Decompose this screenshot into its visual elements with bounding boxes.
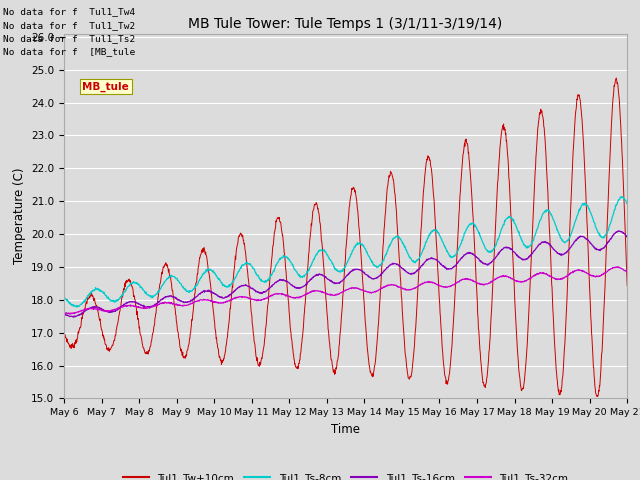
- Line: Tul1_Tw+10cm: Tul1_Tw+10cm: [64, 78, 627, 396]
- Tul1_Tw+10cm: [321, 278, 328, 284]
- Title: MB Tule Tower: Tule Temps 1 (3/1/11-3/19/14): MB Tule Tower: Tule Temps 1 (3/1/11-3/19…: [188, 17, 503, 31]
- Tul1_Ts-32cm: [613, 264, 621, 270]
- Tul1_Ts-8cm: [618, 194, 625, 200]
- Tul1_Tw+10cm: [623, 283, 631, 288]
- Tul1_Ts-16cm: [311, 273, 319, 279]
- Text: No data for f  Tul1_Tw2: No data for f Tul1_Tw2: [3, 21, 136, 30]
- Tul1_Ts-32cm: [623, 268, 631, 274]
- Tul1_Ts-16cm: [614, 228, 622, 234]
- Tul1_Ts-16cm: [104, 308, 112, 314]
- Tul1_Tw+10cm: [60, 327, 68, 333]
- Tul1_Tw+10cm: [127, 279, 134, 285]
- Text: No data for f  [MB_tule: No data for f [MB_tule: [3, 48, 136, 57]
- Tul1_Tw+10cm: [311, 202, 319, 207]
- Tul1_Ts-32cm: [300, 293, 307, 299]
- Tul1_Ts-8cm: [127, 281, 134, 287]
- Tul1_Ts-8cm: [60, 295, 68, 300]
- Text: No data for f  Tul1_Tw4: No data for f Tul1_Tw4: [3, 7, 136, 16]
- Tul1_Ts-16cm: [623, 234, 631, 240]
- Tul1_Ts-8cm: [321, 249, 329, 254]
- Line: Tul1_Ts-8cm: Tul1_Ts-8cm: [64, 197, 627, 307]
- Tul1_Ts-32cm: [60, 310, 68, 315]
- Tul1_Ts-8cm: [311, 254, 319, 260]
- Tul1_Tw+10cm: [612, 75, 620, 81]
- Tul1_Ts-8cm: [300, 273, 307, 279]
- Y-axis label: Temperature (C): Temperature (C): [13, 168, 26, 264]
- Line: Tul1_Ts-32cm: Tul1_Ts-32cm: [64, 267, 627, 314]
- Tul1_Ts-16cm: [60, 311, 68, 316]
- Tul1_Ts-16cm: [381, 267, 388, 273]
- Tul1_Tw+10cm: [381, 223, 388, 228]
- Tul1_Ts-16cm: [70, 314, 77, 320]
- Text: No data for f  Tul1_Ts2: No data for f Tul1_Ts2: [3, 34, 136, 43]
- Tul1_Ts-8cm: [623, 201, 631, 207]
- Tul1_Tw+10cm: [594, 394, 602, 399]
- Tul1_Ts-16cm: [321, 274, 329, 280]
- Tul1_Ts-32cm: [66, 311, 74, 317]
- Tul1_Ts-8cm: [381, 253, 388, 259]
- Tul1_Ts-16cm: [300, 284, 307, 289]
- Tul1_Ts-8cm: [104, 295, 112, 300]
- Tul1_Ts-32cm: [127, 302, 134, 308]
- Tul1_Ts-32cm: [381, 284, 388, 290]
- X-axis label: Time: Time: [331, 423, 360, 436]
- Tul1_Tw+10cm: [104, 346, 111, 352]
- Text: MB_tule: MB_tule: [82, 81, 129, 92]
- Tul1_Ts-8cm: [73, 304, 81, 310]
- Tul1_Ts-32cm: [321, 290, 329, 296]
- Line: Tul1_Ts-16cm: Tul1_Ts-16cm: [64, 231, 627, 317]
- Tul1_Ts-16cm: [127, 299, 134, 305]
- Tul1_Tw+10cm: [299, 328, 307, 334]
- Tul1_Ts-32cm: [311, 288, 319, 294]
- Tul1_Ts-32cm: [104, 309, 112, 314]
- Legend: Tul1_Tw+10cm, Tul1_Ts-8cm, Tul1_Ts-16cm, Tul1_Ts-32cm: Tul1_Tw+10cm, Tul1_Ts-8cm, Tul1_Ts-16cm,…: [118, 469, 573, 480]
